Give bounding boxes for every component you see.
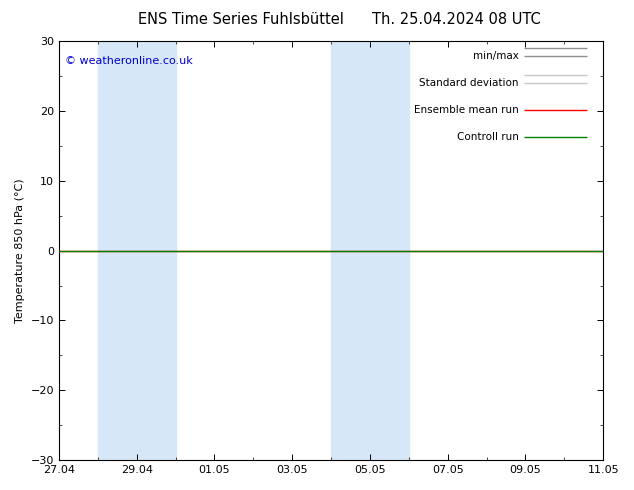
Text: Controll run: Controll run (457, 132, 519, 143)
Bar (331, 41, 409, 460)
Text: Ensemble mean run: Ensemble mean run (414, 105, 519, 115)
Text: min/max: min/max (473, 51, 519, 61)
Text: © weatheronline.co.uk: © weatheronline.co.uk (65, 56, 193, 66)
Text: Standard deviation: Standard deviation (419, 78, 519, 88)
Bar (98, 41, 176, 460)
Text: Th. 25.04.2024 08 UTC: Th. 25.04.2024 08 UTC (372, 12, 541, 27)
Text: ENS Time Series Fuhlsbüttel: ENS Time Series Fuhlsbüttel (138, 12, 344, 27)
Y-axis label: Temperature 850 hPa (°C): Temperature 850 hPa (°C) (15, 178, 25, 323)
